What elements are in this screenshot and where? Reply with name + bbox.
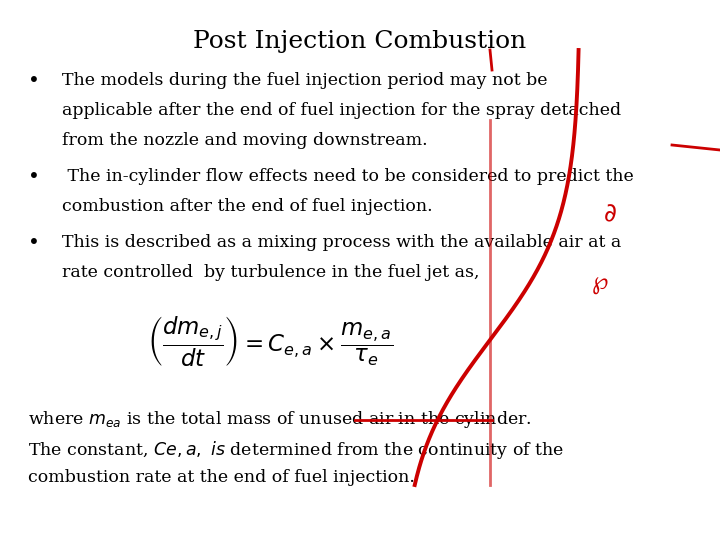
Text: The models during the fuel injection period may not be: The models during the fuel injection per…	[62, 72, 547, 89]
Text: The constant, $Ce,a,$ $is$ determined from the continuity of the: The constant, $Ce,a,$ $is$ determined fr…	[28, 439, 564, 461]
Text: combustion rate at the end of fuel injection.: combustion rate at the end of fuel injec…	[28, 469, 415, 486]
Text: •: •	[28, 168, 40, 187]
Text: combustion after the end of fuel injection.: combustion after the end of fuel injecti…	[62, 198, 433, 215]
Text: $\left(\dfrac{dm_{e,j}}{dt}\right) = C_{e,a} \times \dfrac{m_{e,a}}{\tau_e}$: $\left(\dfrac{dm_{e,j}}{dt}\right) = C_{…	[147, 314, 393, 369]
Text: •: •	[28, 72, 40, 91]
Text: $\wp$: $\wp$	[591, 273, 608, 296]
Text: applicable after the end of fuel injection for the spray detached: applicable after the end of fuel injecti…	[62, 102, 621, 119]
Text: from the nozzle and moving downstream.: from the nozzle and moving downstream.	[62, 132, 428, 149]
Text: Post Injection Combustion: Post Injection Combustion	[194, 30, 526, 53]
Text: $\partial$: $\partial$	[603, 204, 617, 226]
Text: •: •	[28, 234, 40, 253]
Text: This is described as a mixing process with the available air at a: This is described as a mixing process wi…	[62, 234, 621, 251]
Text: where $m_{ea}$ is the total mass of unused air in the cylinder.: where $m_{ea}$ is the total mass of unus…	[28, 409, 531, 430]
Text: The in-cylinder flow effects need to be considered to predict the: The in-cylinder flow effects need to be …	[62, 168, 634, 185]
Text: rate controlled  by turbulence in the fuel jet as,: rate controlled by turbulence in the fue…	[62, 264, 480, 281]
